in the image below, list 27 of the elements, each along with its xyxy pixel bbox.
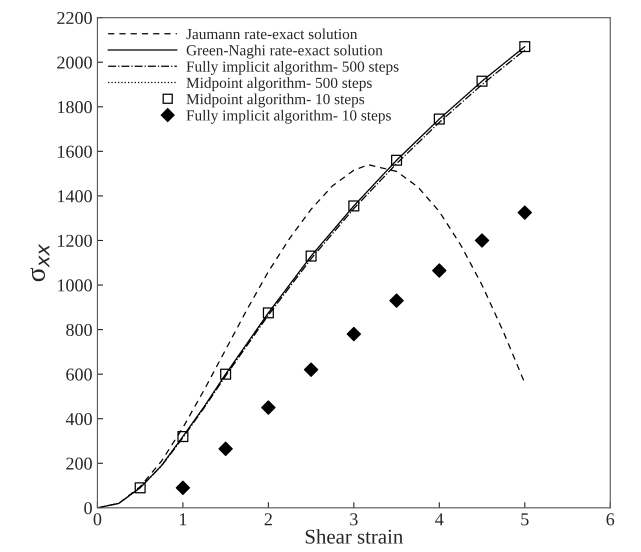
legend-label: Green-Naghi rate-exact solution xyxy=(186,44,383,59)
legend-label: Fully implicit algorithm- 500 steps xyxy=(186,60,399,75)
y-tick-label: 1000 xyxy=(58,279,92,292)
legend-label: Midpoint algorithm- 10 steps xyxy=(186,94,364,108)
y-tick-label: 2000 xyxy=(57,56,92,69)
x-tick-label: 5 xyxy=(521,513,529,526)
y-tick-label: 1400 xyxy=(58,190,92,202)
y-tick-label: 1800 xyxy=(58,101,92,114)
y-tick-label: 1600 xyxy=(58,146,92,158)
y-tick-label: 600 xyxy=(66,368,92,381)
x-tick-label: 3 xyxy=(350,513,358,526)
x-axis-title: Shear strain xyxy=(306,529,403,544)
y-tick-label: 0 xyxy=(84,502,92,514)
x-tick-label: 2 xyxy=(264,513,272,526)
legend-label: Fully implicit algorithm- 10 steps xyxy=(186,110,391,124)
x-tick-label: 0 xyxy=(94,513,102,526)
y-tick-label: 200 xyxy=(66,458,92,470)
legend-label: Midpoint algorithm- 500 steps xyxy=(186,77,372,92)
x-tick-label: 6 xyxy=(606,513,614,526)
y-tick-label: 800 xyxy=(66,324,92,336)
y-axis-title: σ$_{xx}$ xyxy=(30,244,50,282)
x-tick-label: 4 xyxy=(435,513,444,526)
y-tick-label: 1200 xyxy=(58,234,92,247)
y-tick-label: 2200 xyxy=(57,12,92,24)
y-tick-label: 400 xyxy=(66,412,92,426)
x-tick-label: 1 xyxy=(180,513,186,526)
legend-label: Jaumann rate-exact solution xyxy=(186,28,358,40)
